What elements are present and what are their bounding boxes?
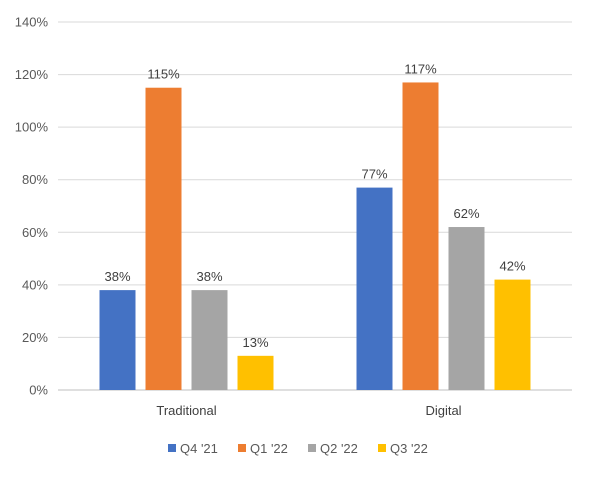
legend-label: Q2 '22 bbox=[320, 441, 358, 456]
data-label: 38% bbox=[104, 269, 130, 284]
data-label: 38% bbox=[196, 269, 222, 284]
data-label: 42% bbox=[499, 259, 525, 274]
bar bbox=[99, 290, 136, 390]
bar bbox=[237, 355, 274, 390]
data-labels: 38% 115% 38% 13% 77% 117% 62% 42% bbox=[104, 61, 525, 349]
data-label: 13% bbox=[242, 335, 268, 350]
data-label: 62% bbox=[453, 206, 479, 221]
data-label: 77% bbox=[361, 167, 387, 182]
y-tick-label: 20% bbox=[22, 330, 48, 345]
legend-label: Q1 '22 bbox=[250, 441, 288, 456]
legend-label: Q3 '22 bbox=[390, 441, 428, 456]
bar bbox=[191, 290, 228, 390]
y-axis-ticks: 0% 20% 40% 60% 80% 100% 120% 140% bbox=[15, 15, 49, 398]
bar bbox=[402, 82, 439, 390]
legend-swatch bbox=[378, 444, 386, 452]
y-tick-label: 80% bbox=[22, 172, 48, 187]
y-tick-label: 60% bbox=[22, 225, 48, 240]
data-label: 117% bbox=[404, 61, 437, 76]
y-tick-label: 140% bbox=[15, 15, 49, 30]
y-tick-label: 40% bbox=[22, 277, 48, 292]
gridlines bbox=[58, 21, 572, 391]
legend: Q4 '21 Q1 '22 Q2 '22 Q3 '22 bbox=[168, 441, 428, 456]
bars bbox=[99, 82, 531, 390]
x-category-label: Digital bbox=[425, 403, 461, 418]
legend-label: Q4 '21 bbox=[180, 441, 218, 456]
bar bbox=[145, 87, 182, 390]
x-axis-categories: Traditional Digital bbox=[156, 403, 461, 418]
bar bbox=[356, 187, 393, 390]
y-tick-label: 0% bbox=[29, 383, 48, 398]
bar bbox=[448, 227, 485, 390]
legend-swatch bbox=[308, 444, 316, 452]
y-tick-label: 120% bbox=[15, 67, 49, 82]
data-label: 115% bbox=[147, 67, 180, 82]
y-tick-label: 100% bbox=[15, 120, 49, 135]
legend-swatch bbox=[238, 444, 246, 452]
x-category-label: Traditional bbox=[156, 403, 216, 418]
legend-swatch bbox=[168, 444, 176, 452]
bar bbox=[494, 279, 531, 390]
